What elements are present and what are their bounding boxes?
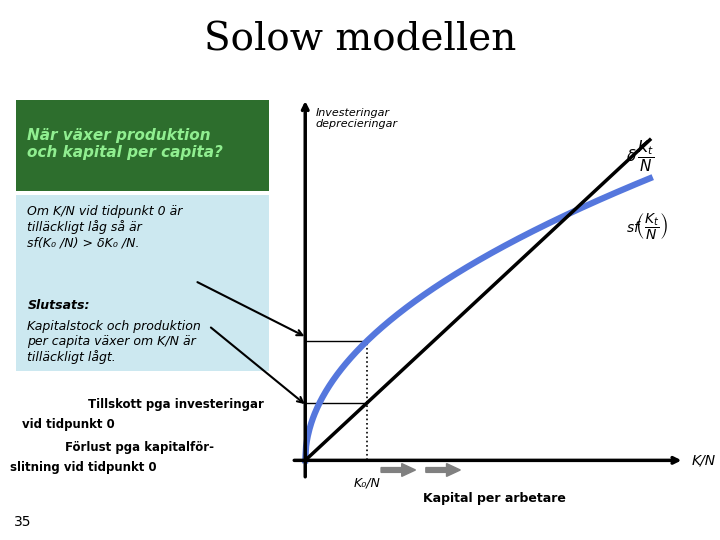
- Text: Kapitalstock och produktion
per capita växer om K/N är
tilläckligt lågt.: Kapitalstock och produktion per capita v…: [27, 320, 201, 364]
- Text: När växer produktion
och kapital per capita?: När växer produktion och kapital per cap…: [27, 128, 223, 160]
- Text: 35: 35: [14, 515, 32, 529]
- Text: Tillskott pga investeringar: Tillskott pga investeringar: [88, 398, 264, 411]
- Text: Om K/N vid tidpunkt 0 är
tilläckligt låg så är
sf(K₀ /N) > δK₀ /N.: Om K/N vid tidpunkt 0 är tilläckligt låg…: [27, 205, 183, 249]
- Text: K/N: K/N: [691, 454, 716, 467]
- FancyBboxPatch shape: [16, 194, 269, 371]
- Text: vid tidpunkt 0: vid tidpunkt 0: [22, 418, 114, 431]
- Text: K₀/N: K₀/N: [354, 476, 381, 489]
- Text: $sf\!\left(\dfrac{K_t}{N}\right)$: $sf\!\left(\dfrac{K_t}{N}\right)$: [626, 211, 667, 242]
- Text: slitning vid tidpunkt 0: slitning vid tidpunkt 0: [10, 461, 157, 474]
- FancyArrow shape: [426, 463, 460, 476]
- FancyArrow shape: [381, 463, 415, 476]
- Text: Solow modellen: Solow modellen: [204, 22, 516, 59]
- Text: Investeringar
deprecieringar: Investeringar deprecieringar: [315, 108, 397, 130]
- FancyBboxPatch shape: [16, 100, 269, 191]
- Text: $\delta\,\dfrac{K_t}{N}$: $\delta\,\dfrac{K_t}{N}$: [626, 138, 654, 174]
- Text: Slutsats:: Slutsats:: [27, 299, 90, 312]
- Text: Kapital per arbetare: Kapital per arbetare: [423, 492, 566, 505]
- Text: Förlust pga kapitalför-: Förlust pga kapitalför-: [65, 441, 214, 454]
